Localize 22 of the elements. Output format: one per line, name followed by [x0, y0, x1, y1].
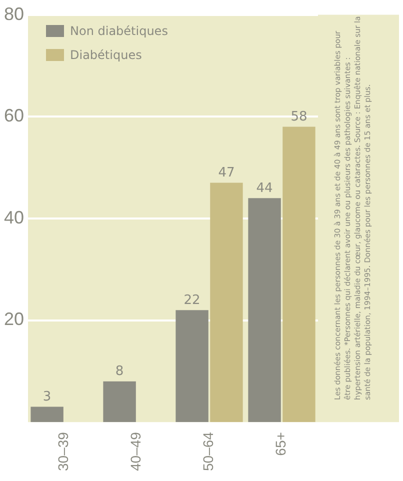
y-tick-label: 60: [4, 106, 24, 126]
x-tick-label: 40–49: [128, 432, 144, 472]
data-label: 22: [184, 292, 200, 308]
y-tick-label: 80: [4, 4, 24, 24]
data-label: 58: [290, 110, 308, 125]
bar: [30, 406, 64, 422]
bar: [210, 182, 243, 422]
legend-label: Non diabétiques: [69, 24, 168, 38]
data-label: 44: [256, 180, 273, 196]
data-label: 47: [218, 166, 235, 181]
y-tick-label: 40: [4, 207, 24, 228]
legend-label: Diabétiques: [69, 48, 143, 62]
bar: [282, 126, 316, 422]
data-label: 8: [115, 364, 124, 380]
bar: [248, 198, 281, 422]
x-tick-label: 30–39: [55, 432, 72, 472]
bar: [103, 381, 136, 422]
data-label: 3: [42, 390, 52, 405]
x-tick-label: 65+: [272, 432, 289, 456]
y-tick-label: 20: [4, 309, 24, 330]
x-tick-label: 50–64: [200, 432, 216, 472]
bar: [176, 310, 208, 422]
